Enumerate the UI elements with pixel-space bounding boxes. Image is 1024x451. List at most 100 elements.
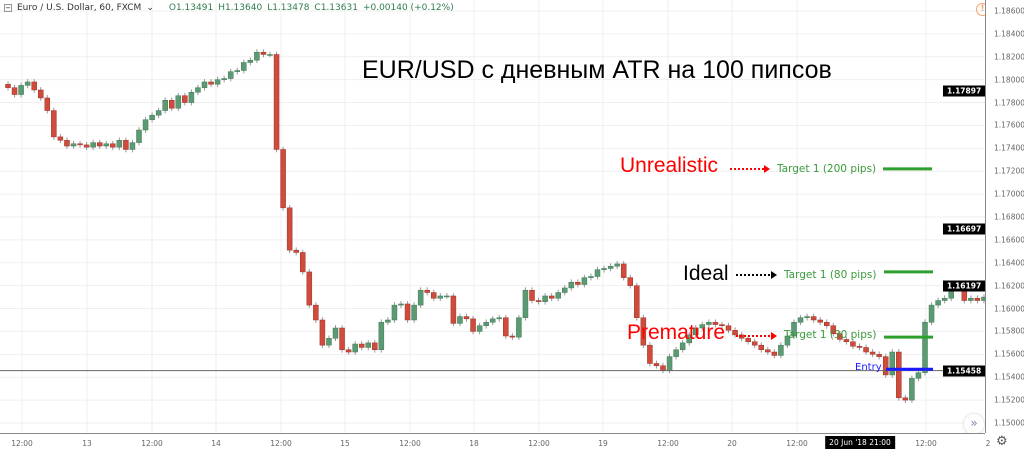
price-tick: 1.15400	[994, 372, 1024, 382]
candle-body	[155, 110, 162, 116]
candle	[404, 301, 411, 323]
scroll-to-realtime-button[interactable]: »	[964, 414, 984, 434]
candle-body	[149, 114, 155, 120]
levels	[0, 165, 985, 372]
candle	[470, 315, 476, 335]
candle-body	[941, 297, 948, 301]
symbol-label[interactable]: Euro / U.S. Dollar, 60, FXCM	[17, 3, 142, 13]
candle	[614, 261, 620, 270]
candle	[450, 293, 457, 327]
candle	[797, 314, 804, 326]
candle	[31, 79, 37, 93]
candle-body	[706, 322, 712, 325]
candle	[542, 293, 548, 305]
target-30-label: Target 1 (30 pips)	[784, 329, 877, 341]
candle-body	[234, 70, 240, 72]
candle-body	[358, 343, 365, 348]
candle	[103, 140, 109, 149]
candle-body	[693, 327, 699, 336]
candle	[902, 394, 909, 403]
candle	[922, 319, 928, 376]
candle-body	[300, 252, 306, 273]
gear-icon[interactable]: ⚙	[996, 434, 1008, 449]
candle-body	[791, 322, 797, 337]
candle	[555, 289, 561, 302]
chevron-down-icon[interactable]: ⌄	[146, 3, 154, 13]
candle-body	[876, 354, 882, 357]
candle	[882, 353, 889, 378]
candle-body	[627, 277, 633, 286]
price-axis[interactable]: 1.18600 1.18400 1.18200 1.18000 1.17800 1.176…	[943, 0, 1024, 433]
collapse-icon[interactable]: −	[4, 4, 12, 12]
candle-body	[123, 140, 129, 150]
candle-body	[863, 347, 869, 353]
candle	[260, 49, 267, 58]
price-tick: 1.18600	[994, 6, 1024, 16]
candle	[601, 265, 607, 273]
candle-body	[254, 51, 260, 61]
time-axis[interactable]: 12:00 13 12:00 14 12:00 15 12:00 18 12:00 19 12:00…	[0, 433, 990, 451]
candle-body	[51, 110, 57, 138]
candle	[535, 297, 542, 305]
candle	[647, 342, 653, 367]
candle-body	[385, 319, 391, 323]
candle-body	[273, 54, 280, 150]
candle	[850, 338, 856, 350]
candle	[915, 369, 922, 382]
candle	[869, 349, 876, 358]
candle	[837, 330, 843, 343]
price-tick: 1.16800	[994, 212, 1024, 222]
candle-body	[640, 317, 647, 346]
candle-body	[758, 344, 764, 350]
price-tick: 1.15000	[994, 418, 1024, 428]
price-tick: 1.17200	[994, 166, 1024, 176]
candle-body	[391, 304, 398, 321]
time-tick: 13	[82, 439, 92, 448]
time-tick: 19	[598, 439, 608, 448]
candle	[424, 287, 430, 296]
premature-arrow-head	[771, 332, 777, 340]
candle	[319, 317, 326, 349]
crosshair-time-label: 20 Jun '18 21:00	[825, 436, 895, 449]
time-tick: 12:00	[915, 439, 937, 448]
candle-body	[44, 97, 51, 111]
price-tick: 1.17800	[994, 98, 1024, 108]
candle	[385, 317, 391, 326]
price-marker: 1.16697	[943, 223, 985, 235]
candle	[516, 314, 522, 341]
candle	[44, 95, 51, 114]
candle-body	[332, 327, 339, 339]
candle-body	[935, 300, 941, 306]
candle-body	[489, 318, 496, 323]
candle-body	[378, 322, 385, 350]
candle	[326, 335, 332, 349]
candle	[896, 349, 902, 401]
time-tick: 15	[340, 439, 350, 448]
time-tick: 12:00	[657, 439, 679, 448]
candle-body	[535, 300, 542, 302]
candle-body	[594, 269, 601, 277]
candle-body	[732, 330, 738, 336]
candle	[247, 57, 254, 66]
candle-body	[889, 351, 895, 376]
candle-body	[247, 59, 254, 63]
candle	[38, 87, 44, 101]
candle-body	[850, 341, 856, 347]
candle-body	[843, 339, 850, 342]
candle-body	[241, 62, 247, 71]
candle-body	[869, 351, 876, 355]
price-tick: 1.18000	[994, 75, 1024, 85]
candle-body	[522, 289, 529, 318]
candle-body	[96, 142, 103, 147]
candle	[214, 76, 221, 88]
candle-body	[660, 365, 666, 371]
candle	[693, 325, 699, 338]
candle	[162, 97, 168, 114]
candle-body	[398, 303, 404, 306]
candle	[594, 266, 601, 280]
ideal-arrow-head	[771, 271, 777, 279]
candle-body	[686, 334, 692, 344]
candle-body	[751, 341, 758, 346]
candle	[431, 289, 437, 302]
